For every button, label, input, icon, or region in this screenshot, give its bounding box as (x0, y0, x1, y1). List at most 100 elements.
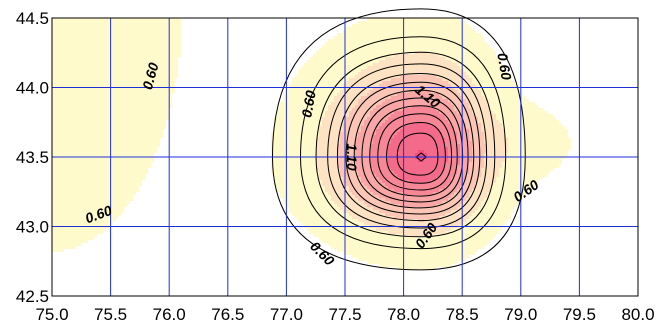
contour-cell (55, 102, 58, 105)
contour-cell (70, 108, 73, 111)
contour-cell (352, 81, 355, 84)
contour-cell (160, 51, 163, 54)
contour-cell (286, 195, 289, 198)
contour-cell (379, 63, 382, 66)
contour-cell (133, 84, 136, 87)
contour-cell (55, 27, 58, 30)
contour-cell (82, 27, 85, 30)
contour-cell (325, 237, 328, 240)
contour-cell (91, 222, 94, 225)
contour-cell (97, 201, 100, 204)
contour-cell (115, 174, 118, 177)
contour-cell (58, 123, 61, 126)
contour-cell (358, 162, 361, 165)
contour-cell (346, 144, 349, 147)
contour-cell (370, 60, 373, 63)
contour-cell (298, 141, 301, 144)
contour-cell (100, 120, 103, 123)
contour-cell (370, 198, 373, 201)
contour-cell (313, 144, 316, 147)
contour-cell (322, 54, 325, 57)
contour-cell (319, 192, 322, 195)
contour-cell (106, 63, 109, 66)
contour-cell (373, 138, 376, 141)
contour-cell (331, 204, 334, 207)
contour-cell (64, 150, 67, 153)
contour-cell (352, 195, 355, 198)
contour-cell (67, 153, 70, 156)
contour-cell (79, 36, 82, 39)
contour-cell (112, 18, 115, 21)
contour-cell (175, 66, 178, 69)
contour-cell (106, 105, 109, 108)
contour-cell (151, 45, 154, 48)
contour-cell (358, 213, 361, 216)
contour-cell (349, 219, 352, 222)
contour-cell (370, 99, 373, 102)
contour-cell (61, 72, 64, 75)
contour-cell (91, 204, 94, 207)
contour-cell (154, 111, 157, 114)
contour-cell (364, 39, 367, 42)
contour-cell (313, 186, 316, 189)
contour-cell (85, 234, 88, 237)
contour-cell (310, 189, 313, 192)
contour-cell (88, 57, 91, 60)
contour-cell (292, 126, 295, 129)
contour-cell (364, 90, 367, 93)
contour-cell (127, 81, 130, 84)
contour-cell (373, 249, 376, 252)
contour-cell (331, 105, 334, 108)
contour-cell (328, 180, 331, 183)
contour-cell (331, 81, 334, 84)
contour-cell (115, 96, 118, 99)
contour-cell (145, 165, 148, 168)
contour-cell (73, 204, 76, 207)
contour-cell (139, 162, 142, 165)
contour-cell (85, 129, 88, 132)
contour-cell (136, 78, 139, 81)
contour-cell (298, 138, 301, 141)
contour-cell (94, 105, 97, 108)
contour-cell (358, 189, 361, 192)
contour-cell (85, 96, 88, 99)
contour-cell (310, 96, 313, 99)
contour-cell (118, 165, 121, 168)
contour-cell (289, 102, 292, 105)
contour-cell (61, 177, 64, 180)
contour-cell (373, 168, 376, 171)
contour-cell (103, 78, 106, 81)
contour-cell (340, 189, 343, 192)
contour-cell (346, 57, 349, 60)
contour-cell (370, 231, 373, 234)
contour-cell (289, 180, 292, 183)
contour-cell (88, 120, 91, 123)
contour-cell (340, 243, 343, 246)
contour-cell (382, 57, 385, 60)
contour-cell (310, 162, 313, 165)
contour-cell (304, 171, 307, 174)
contour-cell (157, 60, 160, 63)
contour-cell (358, 60, 361, 63)
contour-cell (322, 159, 325, 162)
contour-cell (373, 234, 376, 237)
contour-cell (130, 24, 133, 27)
contour-cell (85, 93, 88, 96)
contour-cell (76, 132, 79, 135)
contour-cell (160, 18, 163, 21)
contour-cell (334, 87, 337, 90)
contour-cell (292, 186, 295, 189)
contour-cell (325, 192, 328, 195)
contour-cell (94, 111, 97, 114)
contour-cell (145, 78, 148, 81)
contour-cell (106, 96, 109, 99)
contour-cell (364, 108, 367, 111)
contour-cell (103, 84, 106, 87)
contour-cell (373, 192, 376, 195)
contour-cell (379, 249, 382, 252)
contour-cell (118, 42, 121, 45)
contour-cell (355, 144, 358, 147)
contour-cell (337, 132, 340, 135)
contour-cell (340, 48, 343, 51)
contour-cell (304, 165, 307, 168)
